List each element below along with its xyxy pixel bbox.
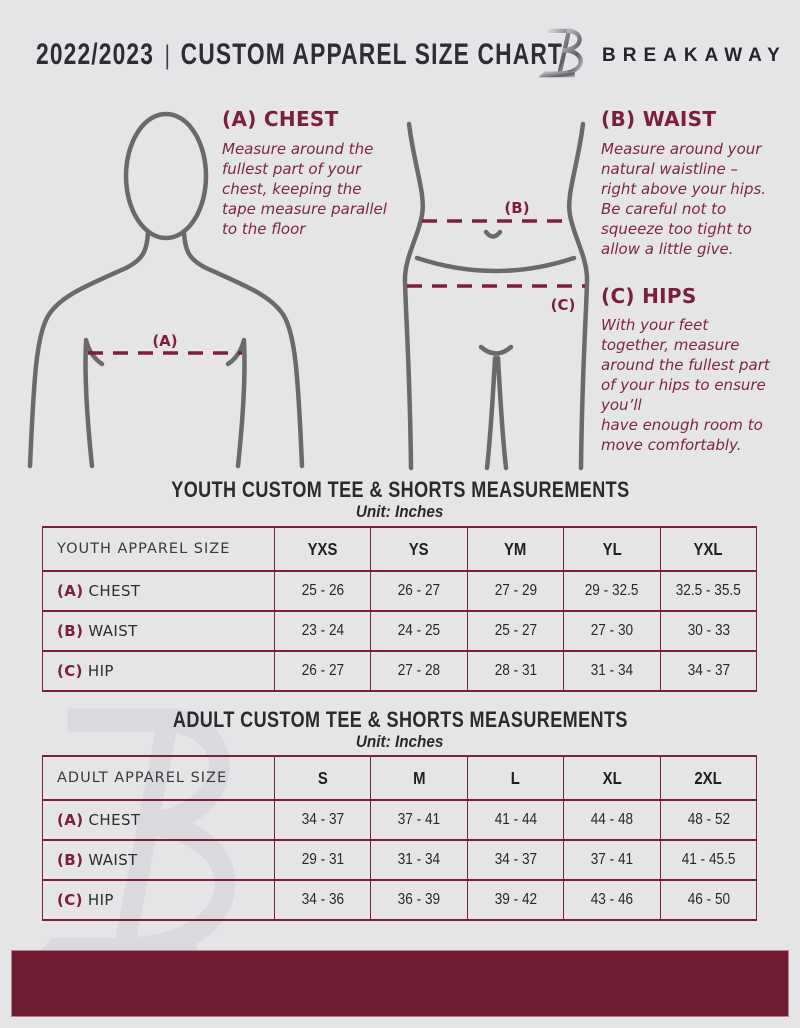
table-row: (B) WAIST 29 - 31 31 - 34 34 - 37 37 - 41…	[42, 839, 757, 881]
measurement-value-cell: 26 - 27	[274, 650, 371, 692]
measurement-value-cell: 27 - 29	[467, 570, 564, 612]
table-header-row: ADULT APPAREL SIZE S M L XL 2XL	[42, 755, 757, 801]
measurement-value-cell: 27 - 30	[563, 610, 661, 652]
right-inner-leg-line	[495, 355, 509, 471]
title-text: CUSTOM APPAREL SIZE CHART	[180, 38, 564, 71]
size-column-header: YOUTH APPAREL SIZE	[42, 526, 275, 572]
hip-crease-curve	[414, 255, 577, 274]
youth-table-title: YOUTH CUSTOM TEE & SHORTS MEASUREMENTS	[170, 477, 630, 502]
row-label-cell: (A) CHEST	[42, 570, 275, 612]
measurement-value-cell: 43 - 46	[563, 879, 661, 921]
row-label-cell: (B) WAIST	[42, 839, 275, 881]
row-label-cell: (C) HIP	[42, 879, 275, 921]
size-column-header: L	[467, 755, 564, 801]
measurement-value-cell: 26 - 27	[370, 570, 468, 612]
measurement-value-cell: 34 - 37	[274, 799, 371, 841]
table-row: (A) CHEST 25 - 26 26 - 27 27 - 29 29 - 32…	[42, 570, 757, 612]
chest-marker-label: (A)	[152, 332, 177, 350]
brand-name: BREAKAWAY	[602, 45, 787, 66]
size-column-header: ADULT APPAREL SIZE	[42, 755, 275, 801]
table-row: (C) HIP 26 - 27 27 - 28 28 - 31 31 - 34 3…	[42, 650, 757, 692]
chest-description: Measure around the fullest part of your …	[222, 140, 387, 238]
navel-curve	[483, 229, 503, 239]
measurement-value-cell: 44 - 48	[563, 799, 661, 841]
measurement-value-cell: 32.5 - 35.5	[660, 570, 757, 612]
row-label-cell: (C) HIP	[42, 650, 275, 692]
table-row: (A) CHEST 34 - 37 37 - 41 41 - 44 44 - 48…	[42, 799, 757, 841]
right-shoulder-arm-outline	[181, 229, 305, 469]
measurement-value-cell: 41 - 45.5	[660, 839, 757, 881]
measurement-value-cell: 23 - 24	[274, 610, 371, 652]
measurement-value-cell: 28 - 31	[467, 650, 564, 692]
size-column-header: YM	[467, 526, 564, 572]
row-label-cell: (A) CHEST	[42, 799, 275, 841]
measurement-value-cell: 24 - 25	[370, 610, 468, 652]
measurement-value-cell: 46 - 50	[660, 879, 757, 921]
measurement-value-cell: 31 - 34	[370, 839, 468, 881]
measurement-value-cell: 30 - 33	[660, 610, 757, 652]
measurement-value-cell: 34 - 36	[274, 879, 371, 921]
right-hip-leg-outline	[567, 121, 590, 471]
table-row: (C) HIP 34 - 36 36 - 39 39 - 42 43 - 46 4…	[42, 879, 757, 921]
adult-table-title: ADULT CUSTOM TEE & SHORTS MEASUREMENTS	[172, 707, 628, 732]
measurement-value-cell: 37 - 41	[370, 799, 468, 841]
crotch-curve	[478, 344, 514, 356]
waist-heading: (B) WAIST	[601, 107, 717, 131]
left-hip-leg-outline	[402, 121, 425, 471]
left-shoulder-arm-outline	[27, 229, 151, 469]
left-inner-arm-line	[83, 339, 95, 469]
size-column-header: YXL	[660, 526, 757, 572]
size-column-header: YL	[563, 526, 661, 572]
youth-size-table: YOUTH APPAREL SIZE YXS YS YM YL YXL (A) C…	[42, 526, 757, 692]
adult-size-table: ADULT APPAREL SIZE S M L XL 2XL (A) CHEST…	[42, 755, 757, 921]
size-column-header: YXS	[274, 526, 371, 572]
measurement-value-cell: 48 - 52	[660, 799, 757, 841]
adult-table-unit: Unit: Inches	[356, 732, 444, 751]
youth-table-unit: Unit: Inches	[356, 502, 444, 521]
measurement-value-cell: 25 - 26	[274, 570, 371, 612]
measurement-value-cell: 29 - 31	[274, 839, 371, 881]
size-column-header: YS	[370, 526, 468, 572]
waist-marker-label: (B)	[504, 199, 529, 217]
measurement-value-cell: 31 - 34	[563, 650, 661, 692]
measurement-value-cell: 25 - 27	[467, 610, 564, 652]
breakaway-logo-icon	[538, 28, 583, 78]
measurement-value-cell: 29 - 32.5	[563, 570, 661, 612]
title-divider: |	[164, 39, 171, 70]
measurement-value-cell: 34 - 37	[660, 650, 757, 692]
measurement-value-cell: 34 - 37	[467, 839, 564, 881]
measurement-value-cell: 41 - 44	[467, 799, 564, 841]
row-label-cell: (B) WAIST	[42, 610, 275, 652]
measurement-value-cell: 36 - 39	[370, 879, 468, 921]
table-row: (B) WAIST 23 - 24 24 - 25 25 - 27 27 - 30…	[42, 610, 757, 652]
size-column-header: S	[274, 755, 371, 801]
hips-description: With your feet together, measure around …	[601, 316, 770, 454]
footer-band	[11, 950, 789, 1017]
head-outline	[123, 111, 209, 241]
table-header-row: YOUTH APPAREL SIZE YXS YS YM YL YXL	[42, 526, 757, 572]
hips-heading: (C) HIPS	[601, 284, 697, 308]
title-year: 2022/2023	[36, 38, 155, 71]
torso-figure: (A)	[27, 111, 305, 469]
waist-description: Measure around your natural waistline – …	[601, 140, 767, 258]
size-column-header: XL	[563, 755, 661, 801]
right-inner-arm-line	[235, 339, 247, 469]
size-column-header: 2XL	[660, 755, 757, 801]
left-inner-leg-line	[484, 355, 498, 471]
chest-heading: (A) CHEST	[222, 107, 339, 131]
measurement-value-cell: 27 - 28	[370, 650, 468, 692]
size-column-header: M	[370, 755, 468, 801]
hips-marker-label: (C)	[551, 296, 576, 314]
page-title: 2022/2023 | CUSTOM APPAREL SIZE CHART	[36, 38, 563, 72]
measurement-value-cell: 39 - 42	[467, 879, 564, 921]
measurement-value-cell: 37 - 41	[563, 839, 661, 881]
lower-body-figure: (B) (C)	[402, 121, 590, 471]
